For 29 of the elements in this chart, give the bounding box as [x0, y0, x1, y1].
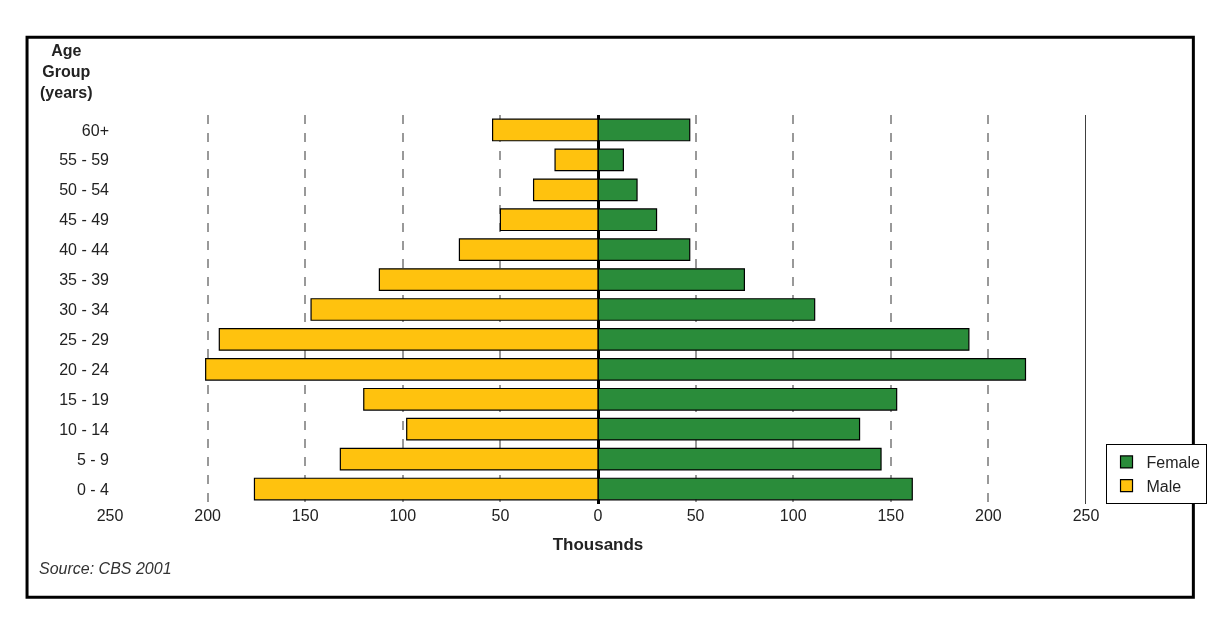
legend-label: Female — [1146, 454, 1200, 472]
x-tick-label: 150 — [291, 507, 319, 524]
y-tick-label: 45 - 49 — [59, 211, 110, 229]
x-tick-label: 100 — [779, 507, 807, 524]
x-axis-title: Thousands — [552, 535, 644, 555]
source-note: Source: CBS 2001 — [39, 560, 172, 577]
x-tick-label: 250 — [1072, 507, 1100, 524]
x-tick-label: 250 — [96, 507, 124, 524]
x-tick-label: 100 — [389, 507, 417, 524]
y-tick-label: 5 - 9 — [76, 450, 110, 468]
y-tick-label: 50 - 54 — [59, 181, 110, 199]
y-tick-label: 40 - 44 — [59, 241, 110, 259]
x-tick-label: 50 — [491, 507, 510, 524]
y-tick-label: 20 - 24 — [59, 360, 110, 378]
x-tick-label: 0 — [593, 507, 603, 524]
legend-label: Male — [1146, 477, 1182, 495]
y-tick-label: 15 - 19 — [59, 390, 110, 408]
x-tick-label: 150 — [877, 507, 905, 524]
y-tick-label: 35 - 39 — [59, 271, 110, 289]
y-tick-label: 55 - 59 — [59, 151, 110, 169]
y-tick-label: 10 - 14 — [59, 420, 110, 438]
y-tick-label: 30 - 34 — [59, 301, 110, 319]
y-tick-label: 60+ — [81, 121, 109, 139]
x-tick-label: 50 — [686, 507, 705, 524]
x-tick-label: 200 — [975, 507, 1002, 524]
y-tick-label: 0 - 4 — [76, 480, 110, 498]
y-tick-label: 25 - 29 — [59, 331, 110, 349]
y-axis-title: Age Group (years) — [40, 42, 93, 101]
x-tick-label: 200 — [194, 507, 222, 524]
